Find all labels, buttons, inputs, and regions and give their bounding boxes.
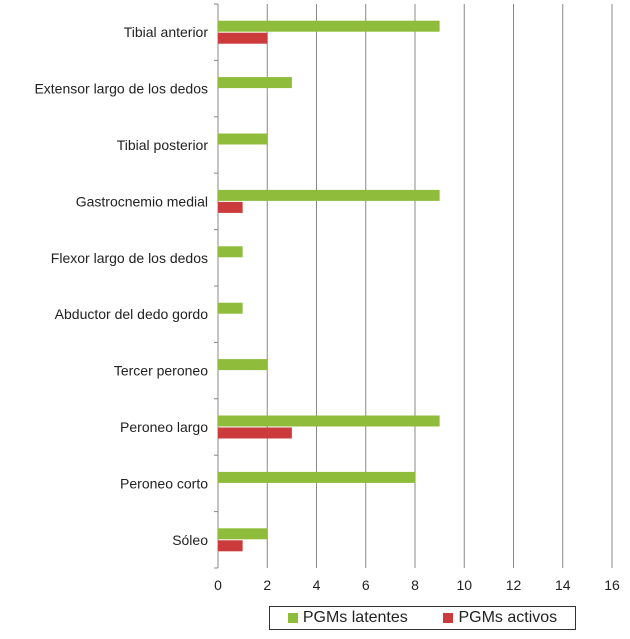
legend-label-latentes: PGMs latentes: [302, 609, 408, 626]
y-tick-label-4: Flexor largo de los dedos: [51, 250, 208, 266]
bar-latentes-8: [218, 471, 415, 483]
bar-latentes-3: [218, 189, 440, 201]
x-tick-label-16: 16: [604, 577, 620, 593]
bar-latentes-0: [218, 20, 440, 32]
y-tick-label-1: Extensor largo de los dedos: [34, 81, 208, 97]
bar-latentes-5: [218, 302, 243, 314]
x-tick-label-2: 2: [263, 577, 271, 593]
legend-item-latentes: PGMs latentes: [287, 609, 408, 627]
bar-latentes-2: [218, 133, 268, 145]
legend-item-activos: PGMs activos: [443, 609, 557, 627]
x-tick-label-8: 8: [411, 577, 419, 593]
y-tick-label-8: Peroneo corto: [120, 475, 208, 491]
y-tick-label-5: Abductor del dedo gordo: [55, 306, 209, 322]
legend-label-activos: PGMs activos: [458, 609, 558, 626]
bar-latentes-4: [218, 246, 243, 258]
y-tick-label-7: Peroneo largo: [120, 419, 208, 435]
bar-latentes-1: [218, 77, 292, 89]
y-tick-label-9: Sóleo: [172, 532, 208, 548]
bar-activos-3: [218, 201, 243, 213]
x-tick-label-10: 10: [456, 577, 472, 593]
x-tick-label-0: 0: [214, 577, 222, 593]
bar-activos-7: [218, 427, 292, 439]
x-tick-label-6: 6: [362, 577, 370, 593]
y-tick-label-2: Tibial posterior: [117, 137, 209, 153]
y-tick-label-0: Tibial anterior: [124, 24, 209, 40]
bar-activos-0: [218, 32, 268, 44]
x-tick-label-4: 4: [313, 577, 321, 593]
x-tick-label-12: 12: [506, 577, 522, 593]
legend-swatch-activos: [443, 613, 454, 623]
y-tick-label-3: Gastrocnemio medial: [76, 193, 208, 209]
bar-activos-9: [218, 540, 243, 552]
legend: PGMs latentes PGMs activos: [269, 606, 576, 630]
bar-latentes-7: [218, 415, 440, 427]
x-tick-label-14: 14: [555, 577, 571, 593]
bar-latentes-6: [218, 359, 268, 371]
y-tick-label-6: Tercer peroneo: [114, 363, 208, 379]
legend-swatch-latentes: [287, 613, 298, 623]
bar-latentes-9: [218, 528, 268, 540]
